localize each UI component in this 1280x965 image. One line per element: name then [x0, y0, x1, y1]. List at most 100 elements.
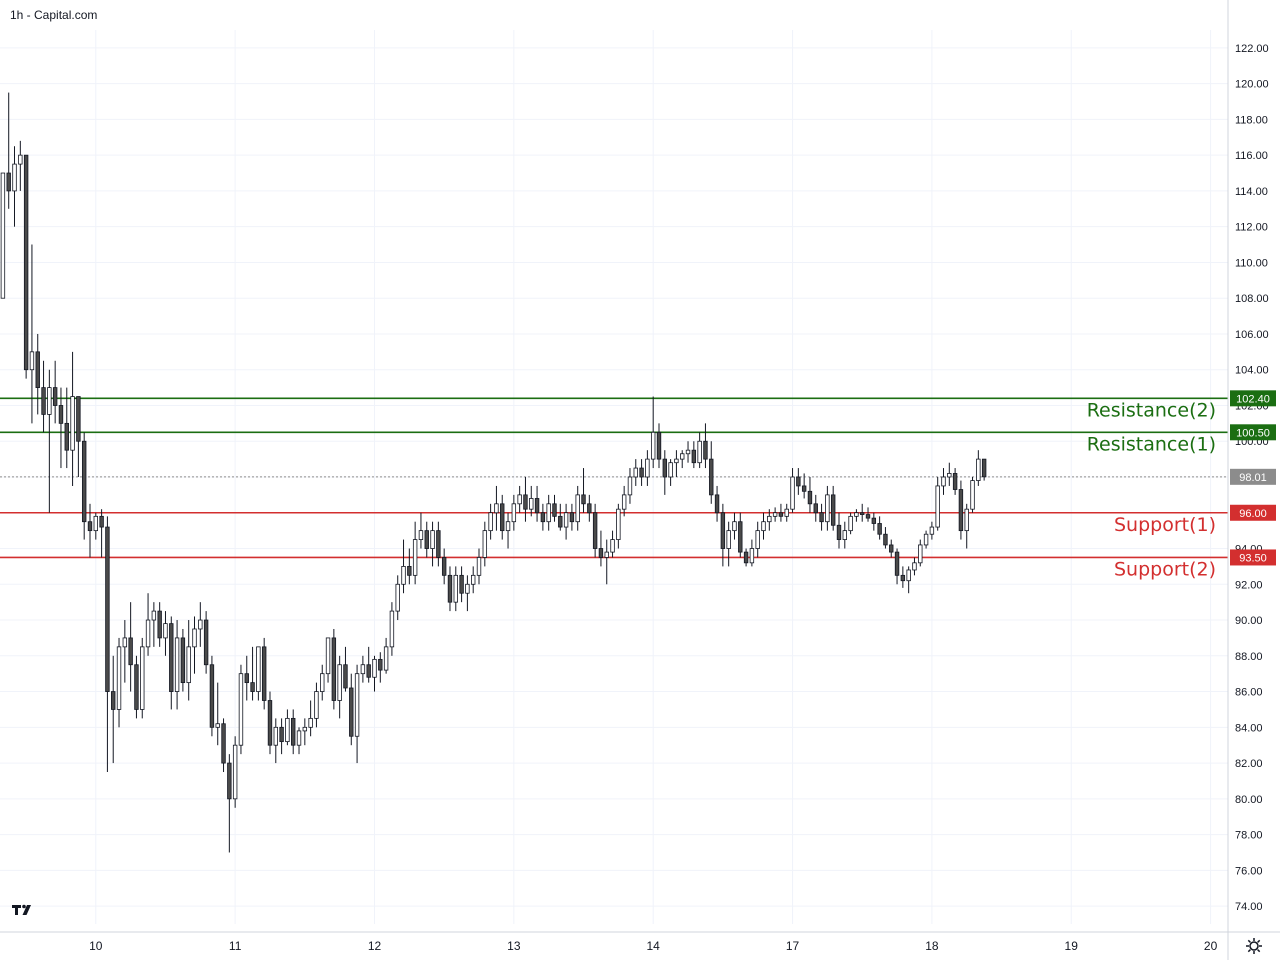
candle — [587, 494, 592, 522]
candle — [871, 512, 877, 531]
candle — [145, 593, 151, 656]
candle-body — [174, 637, 180, 692]
candle-body — [552, 503, 557, 517]
candle-body — [929, 526, 935, 535]
candle-body — [662, 458, 668, 478]
candle — [407, 548, 412, 585]
candle — [87, 503, 93, 558]
gear-icon[interactable] — [1244, 936, 1264, 956]
candle — [128, 602, 133, 692]
candle-body — [970, 480, 975, 510]
candle-body — [151, 610, 157, 621]
candle — [598, 530, 604, 567]
candle — [140, 637, 145, 719]
candle — [830, 485, 836, 531]
last-price-tag — [1230, 468, 1276, 485]
candle-body — [836, 524, 842, 540]
candle-body — [714, 494, 720, 514]
candle-body — [232, 744, 238, 800]
resistance-price-tag — [1230, 390, 1276, 407]
y-tick-label: 88.00 — [1235, 651, 1263, 663]
candle-body — [650, 431, 656, 460]
candle-body — [952, 473, 958, 490]
candle-body — [894, 551, 900, 576]
candle-body — [633, 467, 638, 478]
candle — [436, 521, 441, 567]
candle — [291, 709, 296, 755]
candle — [610, 530, 615, 558]
candle-body — [389, 610, 395, 648]
y-tick-label: 76.00 — [1235, 865, 1263, 877]
candle — [441, 548, 447, 585]
candle-body — [76, 396, 81, 442]
candle — [105, 516, 110, 773]
candle — [203, 611, 209, 674]
candle-body — [801, 485, 807, 492]
candle-body — [755, 530, 760, 549]
candle — [6, 92, 11, 209]
candle — [81, 432, 87, 540]
candle-body — [778, 512, 784, 517]
candle-body — [958, 489, 964, 532]
candle-body — [238, 673, 244, 746]
candle — [12, 146, 17, 227]
candle — [261, 637, 267, 710]
candle — [848, 512, 853, 535]
candle — [23, 154, 29, 379]
candle — [627, 468, 633, 504]
candle-body — [598, 548, 604, 558]
candle — [923, 530, 929, 549]
candle-body — [738, 521, 743, 553]
candle-body — [157, 610, 162, 639]
candle — [767, 509, 772, 531]
candle — [912, 557, 917, 576]
candle — [325, 637, 331, 683]
candle — [720, 503, 726, 567]
candle-body — [418, 530, 424, 540]
candle-body — [256, 646, 261, 692]
candle — [929, 521, 935, 540]
candle-body — [523, 494, 528, 510]
candle-body — [784, 508, 789, 517]
support-price-tag — [1230, 504, 1276, 521]
x-tick-label: 19 — [1065, 939, 1079, 953]
candle-body — [471, 574, 476, 585]
candle-body — [941, 476, 946, 487]
tradingview-logo-icon[interactable] — [10, 900, 38, 920]
candle — [645, 450, 650, 486]
candle-body — [889, 544, 894, 553]
candle-body — [35, 351, 40, 388]
candle-body — [279, 726, 284, 743]
candle-body — [720, 512, 726, 549]
support-price-tag — [1230, 549, 1276, 566]
candle-body — [18, 154, 23, 165]
candle — [244, 655, 249, 701]
candle-body — [360, 664, 366, 675]
x-tick-label: 12 — [368, 939, 382, 953]
candle — [296, 727, 302, 755]
candle-body — [23, 154, 29, 371]
x-tick-label: 11 — [229, 939, 242, 953]
candle-body — [877, 523, 882, 535]
candle-body — [337, 664, 342, 701]
candle — [453, 566, 458, 612]
candle — [505, 512, 511, 549]
candle — [575, 485, 580, 531]
candle — [621, 485, 627, 517]
candle — [174, 620, 180, 710]
candle-body — [0, 172, 6, 299]
y-tick-label: 82.00 — [1235, 758, 1263, 770]
candle — [163, 611, 168, 656]
candle-body — [302, 726, 308, 732]
resistance-label: Resistance(1) — [1087, 433, 1216, 455]
x-tick-label: 14 — [647, 939, 661, 953]
candle — [430, 521, 435, 567]
candle-body — [726, 530, 731, 549]
x-tick-label: 17 — [786, 939, 800, 953]
candle-body — [349, 687, 354, 737]
candle-body — [656, 431, 662, 460]
candle-body — [169, 623, 174, 692]
candle-body — [447, 574, 453, 603]
